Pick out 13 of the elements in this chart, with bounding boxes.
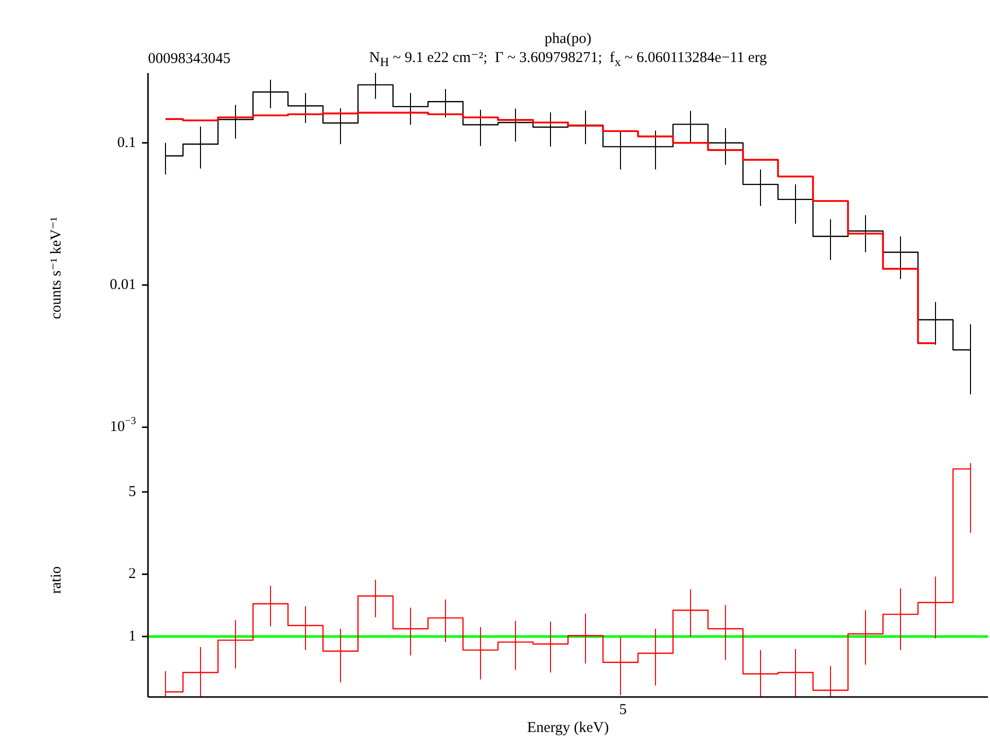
y-axis-title: counts s⁻¹ keV⁻¹ bbox=[48, 216, 64, 320]
text: 5 bbox=[618, 702, 628, 719]
y-tick-label: 0.01 bbox=[110, 277, 136, 294]
y-tick-label: 10$^{−3}$ bbox=[110, 416, 136, 436]
chart-subtitle: N$_{H}$ ~ 9.1 e22 cm⁻²; Γ ~ 3.609798271; f$_{x}$ ~ 6.060113284e−11 erg bbox=[369, 50, 767, 69]
y-tick-label: 1 bbox=[128, 628, 136, 645]
y-tick-label: 2 bbox=[128, 566, 136, 582]
chart-title: pha(po) bbox=[544, 31, 592, 48]
y-tick-label: 5 bbox=[128, 484, 136, 500]
x-axis-title: Energy (keV) bbox=[527, 720, 609, 736]
y-axis-title: ratio bbox=[48, 566, 64, 594]
text: 00098343045 bbox=[148, 51, 230, 68]
y-tick-label: 0.1 bbox=[117, 134, 136, 151]
